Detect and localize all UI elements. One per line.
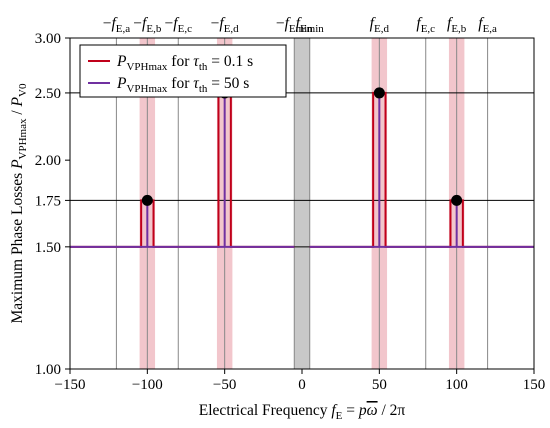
legend-label-0: PVPHmax for τth = 0.1 s (116, 53, 253, 73)
x-tick-label-6: 150 (523, 377, 546, 393)
x-tick-label-2: −50 (213, 377, 236, 393)
top-label-6: fE,d (370, 15, 390, 35)
top-label-9: fE,a (478, 15, 497, 35)
data-point-2 (373, 87, 385, 99)
top-label-4: −fEmin (276, 15, 313, 35)
x-tick-label-0: −150 (55, 377, 86, 393)
y-tick-label-1: 1.50 (35, 240, 61, 256)
y-tick-label-5: 3.00 (35, 31, 61, 47)
y-axis-label: Maximum Phase Losses PVPHmax / PV0 (9, 83, 29, 323)
x-tick-label-4: 50 (372, 377, 387, 393)
y-tick-label-0: 1.00 (35, 362, 61, 378)
excluded-band (294, 38, 310, 369)
data-point-0 (141, 194, 153, 206)
top-label-2: −fE,c (165, 15, 193, 35)
top-label-3: −fE,d (211, 15, 240, 35)
y-tick-label-4: 2.50 (35, 86, 61, 102)
series-1-line-0 (70, 92, 295, 248)
top-label-8: fE,b (447, 15, 467, 35)
legend-box (79, 44, 287, 98)
x-axis-label: Electrical Frequency fE = pω / 2π (199, 402, 406, 422)
x-tick-label-3: 0 (298, 377, 306, 393)
top-label-7: fE,c (416, 15, 435, 35)
x-tick-label-5: 100 (445, 377, 468, 393)
top-label-1: −fE,b (133, 15, 162, 35)
data-point-3 (451, 194, 463, 206)
y-tick-label-2: 1.75 (35, 193, 61, 209)
y-tick-label-3: 2.00 (35, 153, 61, 169)
x-tick-label-1: −100 (132, 377, 163, 393)
series-0-line-0 (70, 91, 295, 248)
legend-label-1: PVPHmax for τth = 50 s (116, 75, 249, 95)
top-label-5: fEmin (296, 15, 325, 35)
top-label-0: −fE,a (103, 15, 131, 35)
series-1-line-1 (309, 92, 534, 248)
series-0-line-1 (309, 91, 534, 248)
